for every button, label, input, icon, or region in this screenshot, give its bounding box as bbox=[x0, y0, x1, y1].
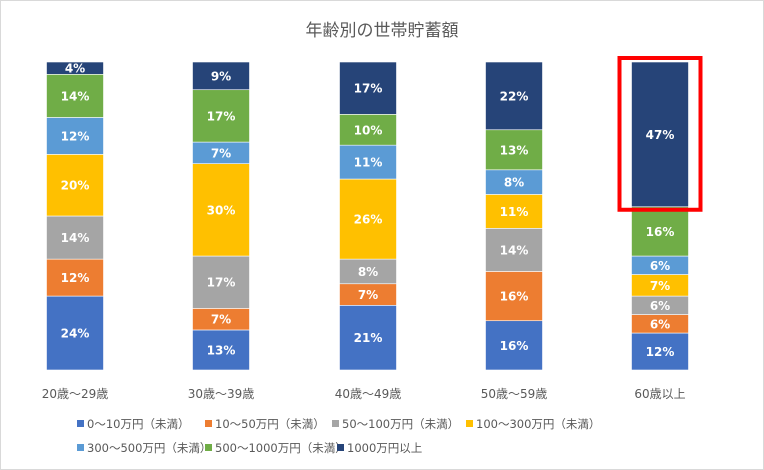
data-label: 14% bbox=[61, 89, 90, 103]
bar-segment bbox=[631, 206, 689, 257]
data-label: 7% bbox=[211, 146, 231, 160]
data-label: 16% bbox=[646, 225, 675, 239]
highlight-box bbox=[617, 56, 703, 212]
bar-segment bbox=[192, 255, 250, 309]
legend-label: 100～300万円（未満） bbox=[476, 417, 600, 431]
legend-label: 300～500万円（未満） bbox=[87, 441, 211, 455]
data-label: 8% bbox=[358, 265, 378, 279]
data-label: 16% bbox=[500, 339, 529, 353]
bar-segment bbox=[485, 61, 543, 131]
category-label: 20歳～29歳 bbox=[42, 387, 109, 401]
data-label: 22% bbox=[500, 89, 529, 103]
data-label: 7% bbox=[211, 313, 231, 327]
data-label: 7% bbox=[650, 279, 670, 293]
bar-segment bbox=[46, 258, 104, 297]
legend-swatch bbox=[332, 420, 339, 427]
data-label: 17% bbox=[207, 109, 236, 123]
bar-segment bbox=[192, 61, 250, 91]
bar-segment bbox=[485, 194, 543, 229]
bar-segment bbox=[46, 61, 104, 75]
legend-label: 50～100万円（未満） bbox=[342, 417, 459, 431]
data-label: 12% bbox=[646, 345, 675, 359]
data-label: 12% bbox=[61, 129, 90, 143]
category-label: 30歳～39歳 bbox=[188, 387, 255, 401]
data-label: 21% bbox=[354, 331, 383, 345]
data-label: 10% bbox=[354, 123, 383, 137]
legend-label: 10～50万円（未満） bbox=[215, 417, 325, 431]
data-label: 24% bbox=[61, 327, 90, 341]
category-labels: 20歳～29歳 30歳～39歳 40歳～49歳 50歳～59歳 60歳以上 bbox=[42, 387, 686, 401]
bar-segment bbox=[485, 271, 543, 322]
data-label: 11% bbox=[354, 156, 383, 170]
data-label: 14% bbox=[61, 231, 90, 245]
bar-segment bbox=[485, 169, 543, 195]
data-label: 6% bbox=[650, 259, 670, 273]
bar-segment bbox=[485, 129, 543, 171]
legend-label: 0～10万円（未満） bbox=[87, 417, 189, 431]
data-label: 17% bbox=[207, 276, 236, 290]
bar-segment bbox=[46, 154, 104, 217]
data-label: 4% bbox=[65, 62, 85, 76]
legend-swatch bbox=[77, 420, 84, 427]
bar-segment bbox=[485, 228, 543, 272]
data-label: 6% bbox=[650, 317, 670, 331]
bar-segment bbox=[192, 89, 250, 143]
data-label: 26% bbox=[354, 213, 383, 227]
bars: 24% 12% 14% 20% 12% 14% 4% 13% 7% 17% 30% 7% 17% 9% 21… bbox=[46, 56, 703, 371]
category-label: 40歳～49歳 bbox=[335, 387, 402, 401]
legend-swatch bbox=[466, 420, 473, 427]
data-label: 30% bbox=[207, 203, 236, 217]
data-label: 16% bbox=[500, 290, 529, 304]
bar-segment bbox=[339, 114, 397, 146]
bar-segment bbox=[339, 305, 397, 371]
legend-swatch bbox=[77, 444, 84, 451]
data-label: 9% bbox=[211, 69, 231, 83]
bar-segment bbox=[192, 163, 250, 257]
category-label: 50歳～59歳 bbox=[481, 387, 548, 401]
bar-segment bbox=[339, 61, 397, 115]
data-label: 47% bbox=[646, 128, 675, 142]
legend-label: 500～1000万円（未満） bbox=[215, 441, 347, 455]
bar-segment bbox=[339, 258, 397, 285]
legend-swatch bbox=[205, 444, 212, 451]
bar-segment bbox=[339, 144, 397, 180]
data-label: 13% bbox=[500, 143, 529, 157]
data-label: 12% bbox=[61, 271, 90, 285]
bar-segment bbox=[339, 178, 397, 260]
bar-segment bbox=[631, 61, 689, 208]
bar-segment bbox=[192, 329, 250, 371]
bar-segment bbox=[46, 74, 104, 118]
category-label: 60歳以上 bbox=[634, 387, 685, 401]
data-label: 7% bbox=[358, 288, 378, 302]
data-label: 11% bbox=[500, 205, 529, 219]
chart-title: 年齢別の世帯貯蓄額 bbox=[306, 21, 459, 41]
data-label: 13% bbox=[207, 343, 236, 357]
data-label: 14% bbox=[500, 243, 529, 257]
bar-segment bbox=[46, 117, 104, 155]
legend-swatch bbox=[205, 420, 212, 427]
legend-label: 1000万円以上 bbox=[347, 441, 422, 455]
data-label: 20% bbox=[61, 179, 90, 193]
legend-swatch bbox=[337, 444, 344, 451]
bar-segment bbox=[485, 320, 543, 371]
data-label: 8% bbox=[504, 176, 524, 190]
data-label: 17% bbox=[354, 82, 383, 96]
legend: 0～10万円（未満） 10～50万円（未満） 50～100万円（未満） 100～300… bbox=[77, 417, 600, 455]
data-label: 6% bbox=[650, 299, 670, 313]
bar-segment bbox=[631, 332, 689, 371]
